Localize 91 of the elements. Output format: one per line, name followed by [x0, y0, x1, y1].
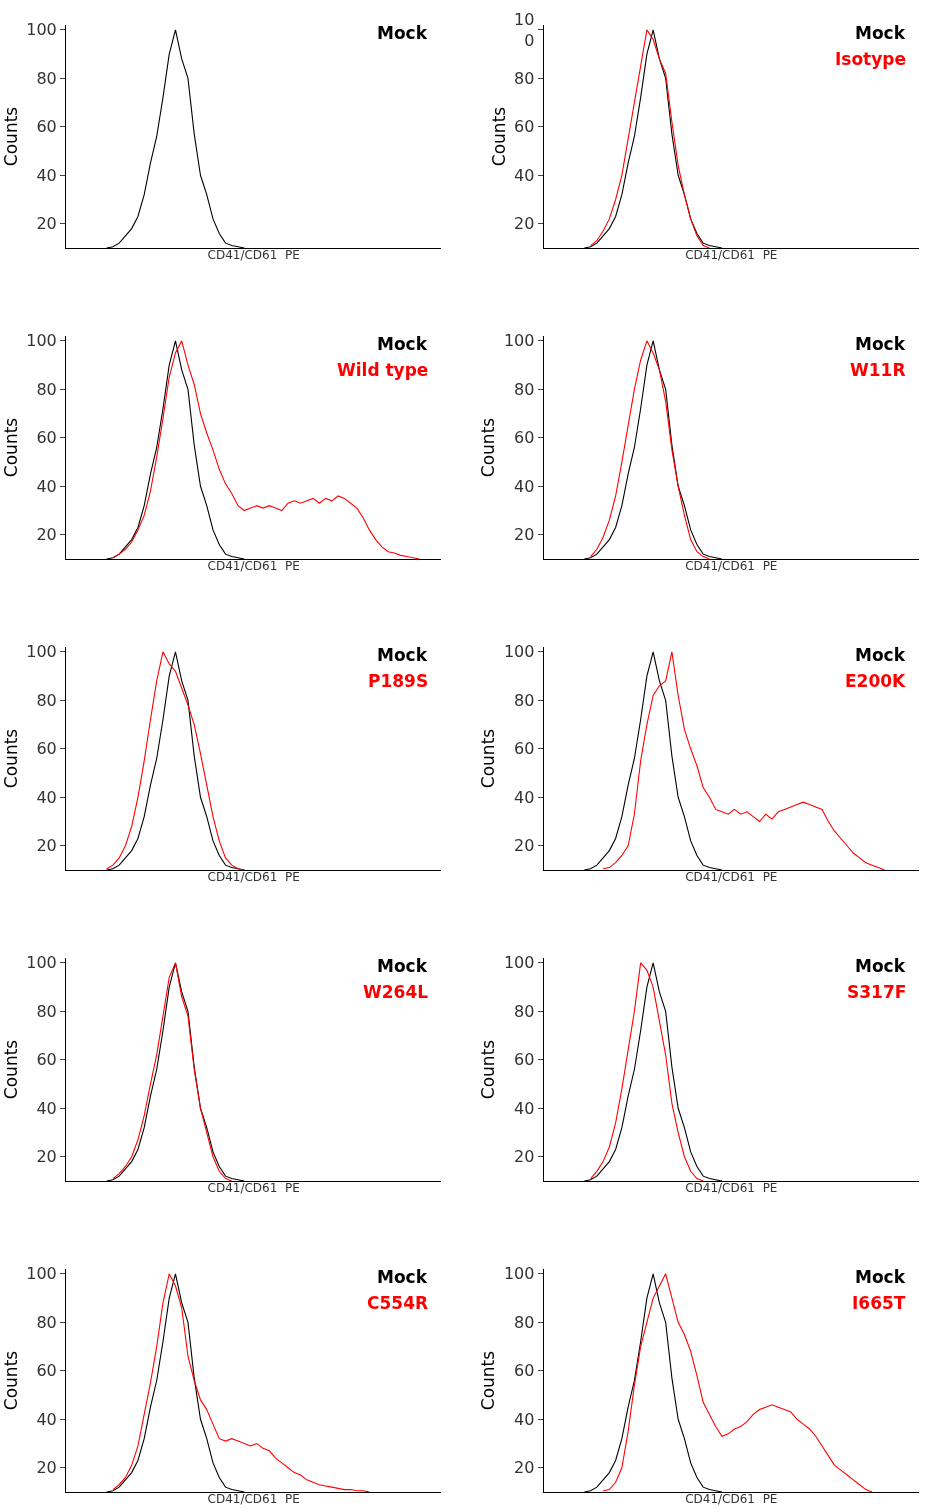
- y-tick-label: 80: [514, 379, 535, 399]
- y-tick-label: 40: [514, 1098, 535, 1118]
- text: Mock: [855, 23, 906, 43]
- x-axis-title: CD41/CD61 PE: [685, 558, 778, 573]
- text: C554R: [367, 1293, 429, 1313]
- y-axis-title: Counts: [488, 106, 509, 167]
- y-tick-label: 80: [514, 1312, 535, 1332]
- text: I665T: [852, 1293, 906, 1313]
- y-tick-label: 80: [36, 379, 57, 399]
- x-axis-title: CD41/CD61 PE: [685, 869, 778, 884]
- text: Wild type: [337, 360, 429, 380]
- y-tick-label: 100: [26, 642, 57, 662]
- y-tick-label: 60: [514, 739, 535, 759]
- text: W264L: [363, 982, 429, 1002]
- y-tick-label: 20: [36, 525, 57, 545]
- x-axis-title: CD41/CD61 PE: [207, 247, 300, 262]
- y-axis-title: Counts: [0, 1039, 21, 1100]
- y-tick-label: 80: [514, 690, 535, 710]
- y-tick-label: 60: [36, 428, 57, 448]
- y-tick-label: 100: [503, 953, 535, 973]
- text: Mock: [855, 956, 906, 976]
- line-series: [112, 1273, 370, 1492]
- y-axis-title: Counts: [0, 728, 21, 789]
- y-tick-label: 20: [514, 525, 535, 545]
- text: Mock: [855, 334, 906, 354]
- y-tick-label: 40: [36, 476, 57, 496]
- y-tick-label: 60: [514, 117, 535, 137]
- y-tick-label: 60: [514, 1050, 535, 1070]
- text: Mock: [377, 23, 428, 43]
- y-tick-label: 40: [514, 165, 535, 185]
- y-tick-label: 20: [514, 1458, 535, 1478]
- text: W11R: [850, 360, 906, 380]
- text: Mock: [377, 334, 428, 354]
- y-tick-label: 80: [36, 1001, 57, 1021]
- y-tick-label: 20: [514, 214, 535, 234]
- y-axis-title: Counts: [0, 417, 21, 478]
- y-tick-label: 40: [36, 165, 57, 185]
- text: Mock: [377, 956, 428, 976]
- x-axis-title: CD41/CD61 PE: [207, 1180, 300, 1195]
- y-tick-label: 20: [36, 1458, 57, 1478]
- line-series: [590, 962, 704, 1181]
- y-tick-label: 80: [36, 1312, 57, 1332]
- text: Mock: [855, 645, 906, 665]
- y-tick-label: 40: [514, 1409, 535, 1429]
- y-tick-label: 80: [36, 690, 57, 710]
- y-tick-label: 40: [514, 476, 535, 496]
- y-tick-label: 100: [26, 953, 57, 973]
- y-tick-label: 40: [36, 787, 57, 807]
- y-axis-title: Counts: [478, 1039, 499, 1100]
- y-axis-title: Counts: [478, 417, 499, 478]
- text: Mock: [855, 1267, 906, 1287]
- y-tick-label: 20: [36, 836, 57, 856]
- x-axis-title: CD41/CD61 PE: [207, 869, 300, 884]
- x-axis-title: CD41/CD61 PE: [685, 1180, 778, 1195]
- y-axis-title: Counts: [0, 106, 21, 167]
- x-axis-title: CD41/CD61 PE: [685, 1491, 778, 1506]
- y-tick-label: 40: [36, 1409, 57, 1429]
- y-axis-title: Counts: [478, 728, 499, 789]
- y-tick-label: 10 0: [514, 10, 535, 50]
- y-tick-label: 100: [26, 20, 57, 40]
- text: P189S: [368, 671, 429, 691]
- x-axis-title: CD41/CD61 PE: [207, 1491, 300, 1506]
- y-tick-label: 20: [36, 1147, 57, 1167]
- y-tick-label: 60: [514, 428, 535, 448]
- y-tick-label: 40: [36, 1098, 57, 1118]
- y-tick-label: 100: [26, 1264, 57, 1284]
- y-tick-label: 100: [26, 331, 57, 351]
- y-tick-label: 60: [36, 1361, 57, 1381]
- text: Isotype: [835, 49, 907, 69]
- y-tick-label: 80: [514, 68, 535, 88]
- y-tick-label: 60: [514, 1361, 535, 1381]
- y-tick-label: 100: [503, 642, 535, 662]
- y-tick-label: 80: [514, 1001, 535, 1021]
- y-axis-title: Counts: [478, 1350, 499, 1411]
- y-tick-label: 40: [514, 787, 535, 807]
- y-tick-label: 100: [503, 1264, 535, 1284]
- text: Mock: [377, 1267, 428, 1287]
- y-tick-label: 60: [36, 739, 57, 759]
- y-tick-label: 80: [36, 68, 57, 88]
- y-tick-label: 20: [514, 1147, 535, 1167]
- text: Mock: [377, 645, 428, 665]
- y-tick-label: 20: [514, 836, 535, 856]
- y-axis-title: Counts: [0, 1350, 21, 1411]
- y-tick-label: 60: [36, 117, 57, 137]
- y-tick-label: 20: [36, 214, 57, 234]
- text: S317F: [847, 982, 907, 1002]
- text: E200K: [845, 671, 907, 691]
- y-tick-label: 60: [36, 1050, 57, 1070]
- x-axis-title: CD41/CD61 PE: [685, 247, 778, 262]
- y-tick-label: 100: [503, 331, 535, 351]
- x-axis-title: CD41/CD61 PE: [207, 558, 300, 573]
